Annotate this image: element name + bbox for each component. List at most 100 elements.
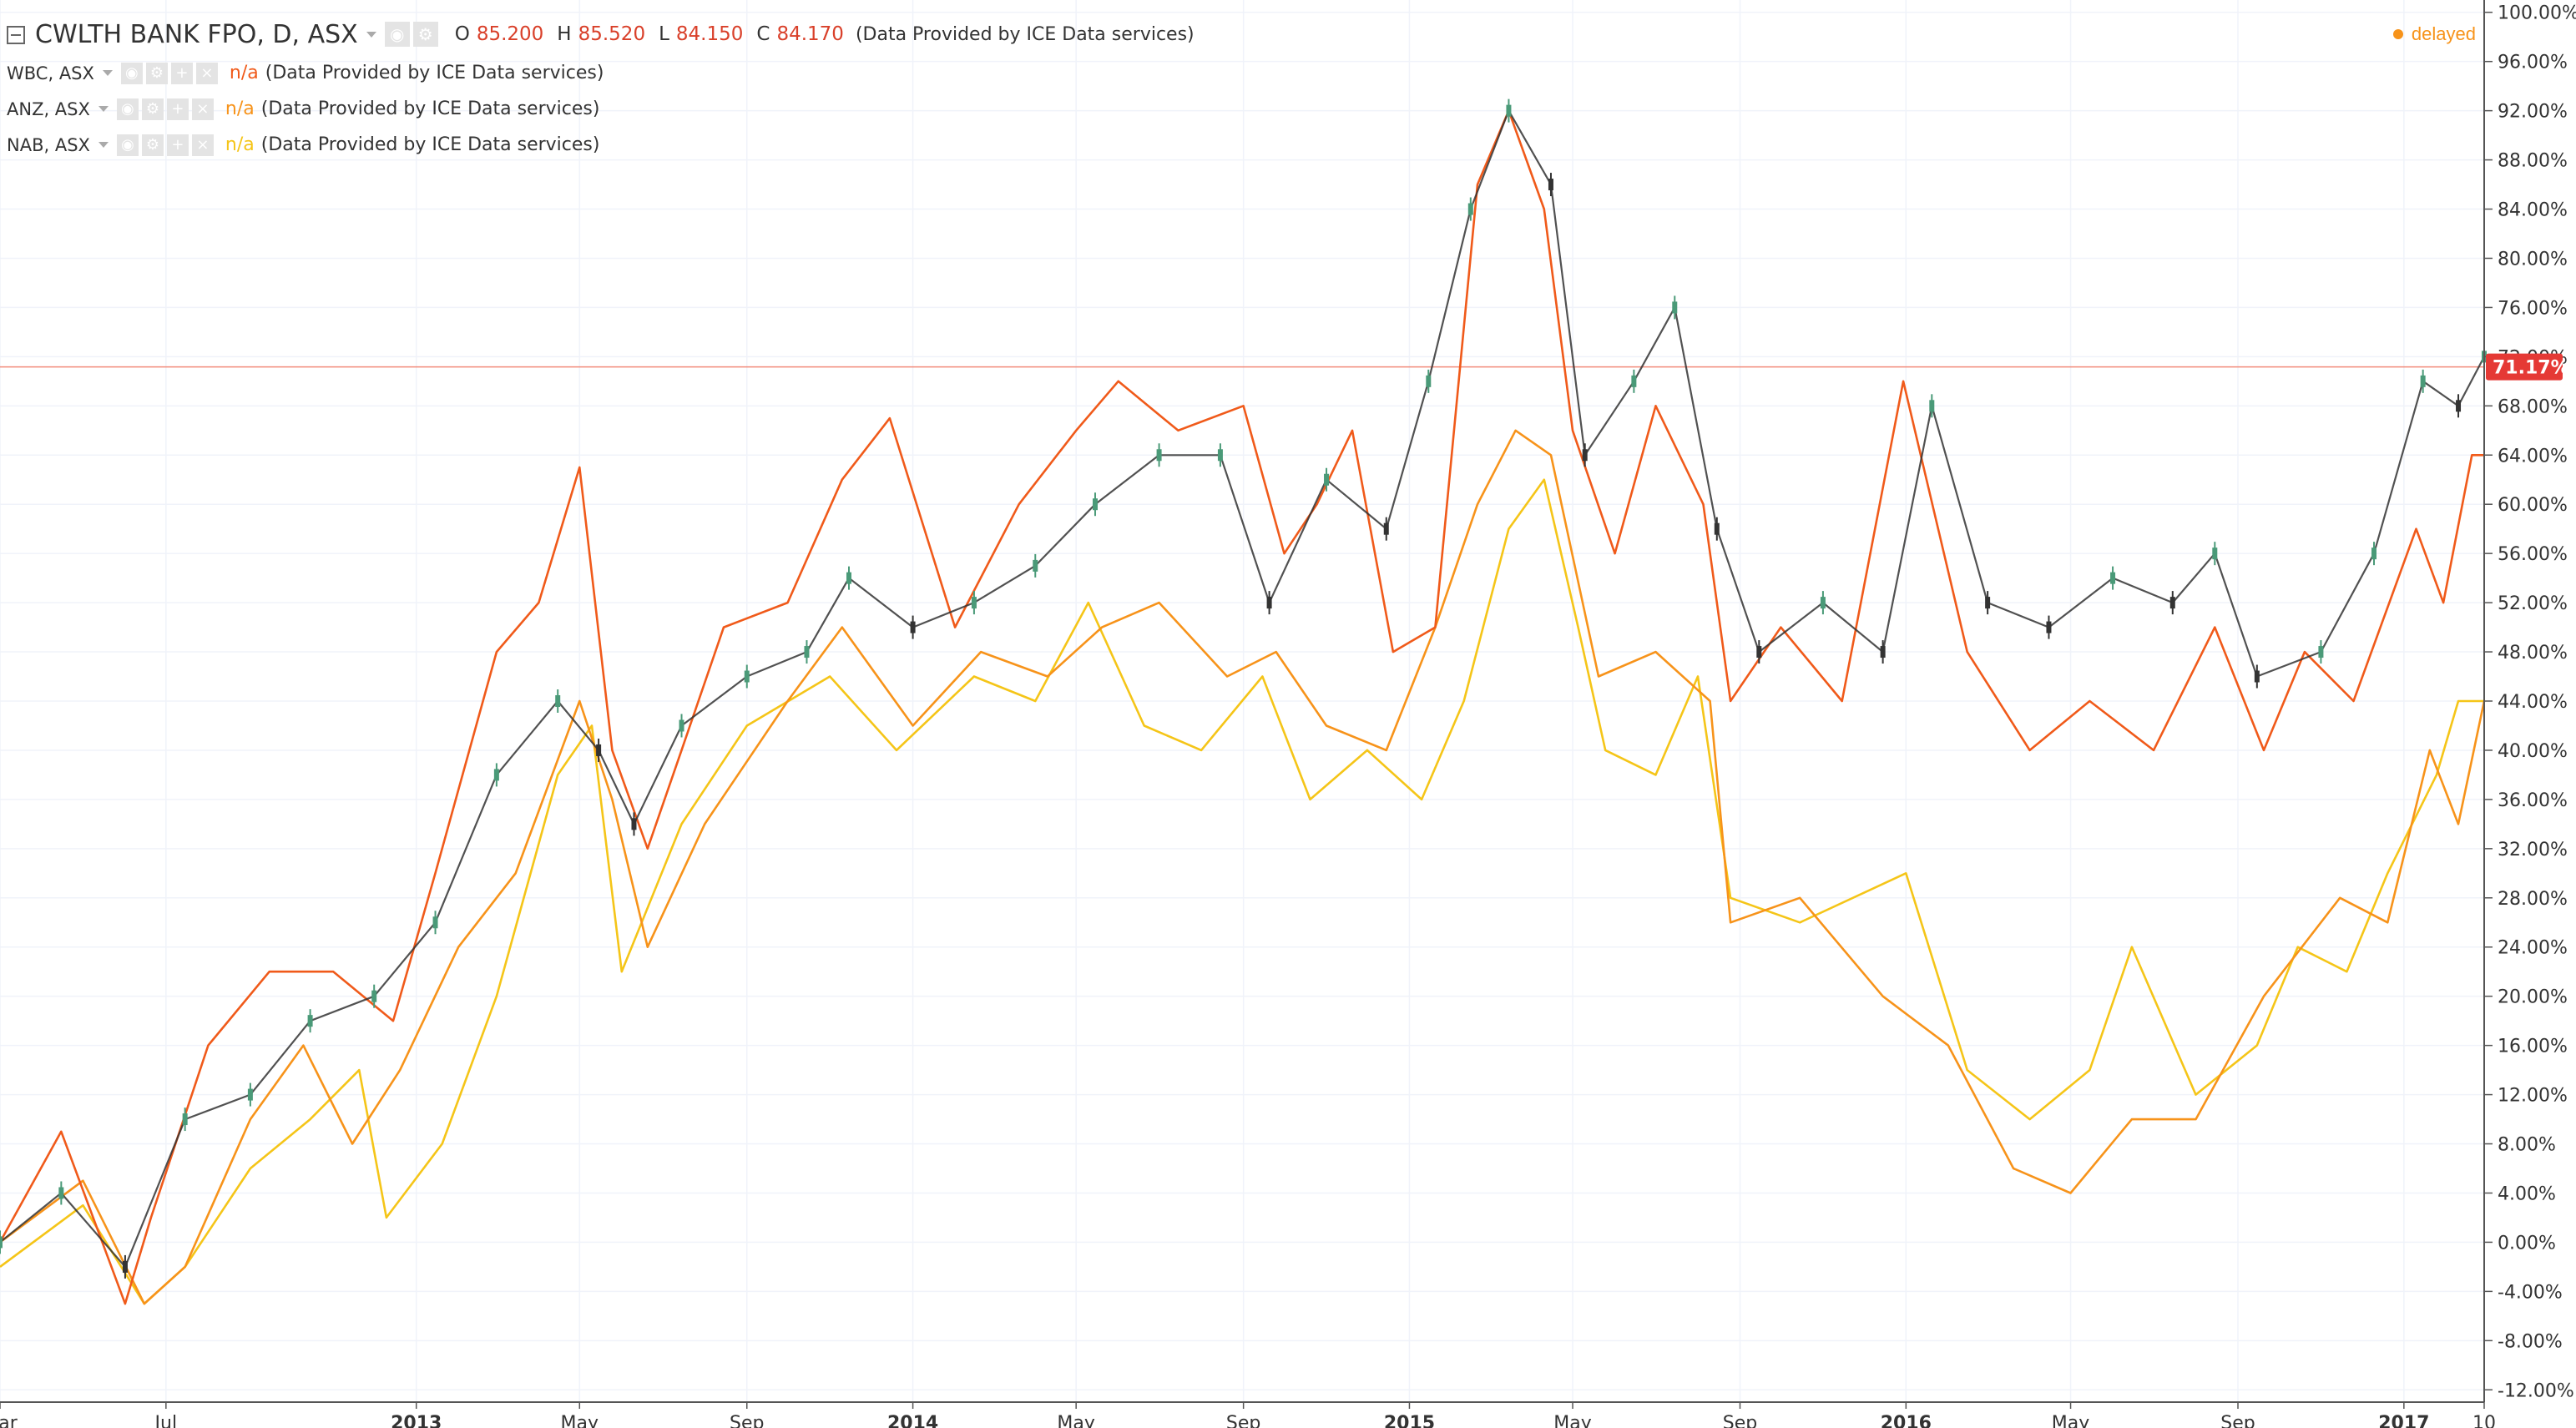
y-tick-label: 48.00% (2498, 643, 2568, 664)
candle-body (679, 719, 684, 732)
series-provider-anz: (Data Provided by ICE Data services) (260, 98, 600, 119)
candle-body (596, 744, 602, 756)
current-value-badge: 71.17% (2486, 353, 2569, 381)
candle-body (122, 1260, 128, 1273)
y-tick-label: 84.00% (2498, 200, 2568, 221)
current-value-label: 71.17% (2493, 358, 2569, 379)
series-value-wbc: n/a (229, 63, 259, 83)
candle-body (1033, 559, 1038, 572)
x-tick-label: 2013 (391, 1413, 442, 1428)
candle-body (58, 1187, 64, 1199)
gear-icon[interactable]: ⚙ (145, 62, 168, 84)
series-title-nab[interactable]: NAB, ASX (7, 134, 90, 155)
chevron-down-icon[interactable] (98, 142, 109, 148)
candle-body (432, 916, 438, 929)
y-tick-label: 64.00% (2498, 446, 2568, 467)
x-tick-label: May (561, 1413, 599, 1428)
candle-body (744, 670, 750, 683)
candle-body (1467, 203, 1473, 215)
close-icon[interactable]: × (191, 98, 214, 120)
close-label: C (756, 23, 770, 45)
eye-icon[interactable]: ◉ (120, 62, 143, 84)
x-tick-label: Sep (2220, 1413, 2255, 1428)
candle-body (2371, 547, 2376, 560)
y-tick-label: 24.00% (2498, 938, 2568, 959)
candle-body (2318, 646, 2324, 658)
candle-body (2456, 400, 2462, 412)
low-label: L (659, 23, 669, 45)
gear-icon[interactable]: ⚙ (141, 134, 164, 156)
y-tick-label: 4.00% (2498, 1183, 2556, 1204)
candle-body (1985, 597, 1991, 609)
y-tick-label: 8.00% (2498, 1135, 2556, 1156)
series-title-anz[interactable]: ANZ, ASX (7, 98, 90, 119)
candle-body (1582, 449, 1588, 462)
y-axis[interactable]: 100.00% 96.00% 92.00% 88.00% 84.00% 80.00% 76.… (2483, 0, 2576, 1402)
open-value: 85.200 (476, 23, 544, 45)
close-value: 84.170 (776, 23, 844, 45)
open-label: O (454, 23, 470, 45)
x-tick-label: 2014 (887, 1413, 938, 1428)
eye-icon[interactable]: ◉ (384, 22, 410, 47)
x-tick-label: Mar (0, 1413, 18, 1428)
y-tick-label: 56.00% (2498, 544, 2568, 565)
y-tick-label: 92.00% (2498, 102, 2568, 123)
y-tick-label: -8.00% (2498, 1331, 2563, 1352)
close-icon[interactable]: × (195, 62, 218, 84)
series-line-wbc (0, 109, 2484, 1305)
candle-body (2046, 621, 2052, 633)
candle-body (2169, 597, 2175, 609)
candle-body (1092, 498, 1098, 511)
collapse-icon[interactable] (7, 26, 25, 44)
y-tick-label: 96.00% (2498, 53, 2568, 73)
y-tick-label: 76.00% (2498, 298, 2568, 319)
y-tick-label: 0.00% (2498, 1233, 2556, 1254)
candle-body (1324, 473, 1330, 486)
x-axis[interactable]: Mar Jul 2013 May Sep 2014 May Sep 2015 May Sep 2016… (0, 1401, 2496, 1428)
main-series-title[interactable]: CWLTH BANK FPO, D, ASX (35, 19, 358, 49)
plus-icon[interactable]: + (166, 98, 189, 120)
candle-body (846, 572, 851, 584)
x-tick-label: May (2052, 1413, 2089, 1428)
gear-icon[interactable]: ⚙ (412, 22, 438, 47)
x-tick-label: Sep (730, 1413, 764, 1428)
candle-body (247, 1088, 253, 1101)
x-tick-label: 2016 (1881, 1413, 1932, 1428)
y-tick-label: 32.00% (2498, 840, 2568, 860)
plus-icon[interactable]: + (166, 134, 189, 156)
series-title-wbc[interactable]: WBC, ASX (7, 63, 94, 83)
candle-body (804, 646, 810, 658)
candle-body (0, 1236, 3, 1249)
delayed-badge[interactable]: delayed (2392, 23, 2476, 45)
plus-icon[interactable]: + (170, 62, 193, 84)
close-icon[interactable]: × (191, 134, 214, 156)
chevron-down-icon[interactable] (98, 106, 109, 112)
x-tick-label: Jul (154, 1413, 178, 1428)
candle-path (0, 109, 2485, 1269)
chevron-down-icon[interactable] (102, 70, 113, 76)
candle-body (2420, 375, 2426, 387)
x-tick-label: Sep (1723, 1413, 1757, 1428)
series-line-nab (0, 478, 2484, 1305)
eye-icon[interactable]: ◉ (116, 134, 139, 156)
series-value-anz: n/a (225, 98, 255, 119)
candle-body (1548, 179, 1553, 191)
x-tick-label: 10 (2472, 1413, 2496, 1428)
legend-main-row[interactable]: CWLTH BANK FPO, D, ASX ◉ ⚙ O 85.200 H 85.5… (7, 13, 1195, 55)
legend-row-nab[interactable]: NAB, ASX ◉ ⚙ + × n/a (Data Provided by I… (7, 127, 1195, 163)
eye-icon[interactable]: ◉ (116, 98, 139, 120)
candle-body (493, 769, 499, 781)
delayed-label: delayed (2411, 23, 2476, 44)
legend-row-anz[interactable]: ANZ, ASX ◉ ⚙ + × n/a (Data Provided by I… (7, 91, 1195, 127)
main-provider: (Data Provided by ICE Data services) (855, 23, 1195, 45)
candle-body (1631, 375, 1637, 387)
x-tick-label: Sep (1226, 1413, 1260, 1428)
gear-icon[interactable]: ⚙ (141, 98, 164, 120)
candle-body (2110, 572, 2116, 584)
candle-body (1426, 375, 1432, 387)
chevron-down-icon[interactable] (366, 31, 376, 38)
legend-row-wbc[interactable]: WBC, ASX ◉ ⚙ + × n/a (Data Provided by I… (7, 55, 1195, 91)
candle-body (1880, 646, 1886, 658)
chart-grid (0, 0, 2485, 1402)
